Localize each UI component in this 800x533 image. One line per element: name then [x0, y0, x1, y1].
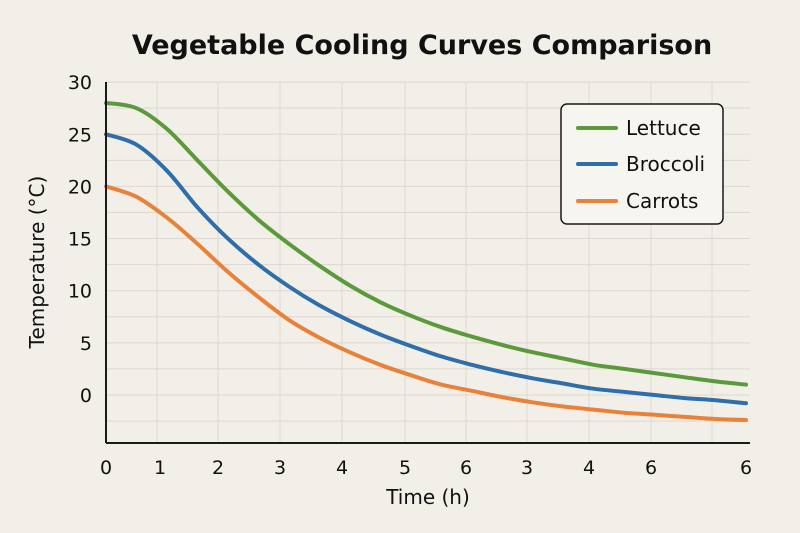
series-line-lettuce	[104, 101, 748, 387]
legend-box	[560, 103, 724, 225]
series-line-carrots	[104, 184, 748, 422]
y-tick-label: 30	[68, 72, 92, 94]
x-tick-label: 6	[645, 457, 657, 479]
y-tick-label: 25	[68, 124, 92, 146]
x-tick-label: 4	[583, 457, 595, 479]
x-tick-label: 3	[274, 457, 286, 479]
x-tick-label: 2	[212, 457, 224, 479]
legend-label-carrots: Carrots	[626, 189, 698, 213]
y-tick-label: 15	[68, 229, 92, 251]
x-axis-label: Time (h)	[385, 485, 470, 509]
x-tick-label: 5	[399, 457, 411, 479]
series-line-broccoli	[104, 132, 748, 406]
x-tick-label: 4	[336, 457, 348, 479]
y-tick-labels: 0 5 10 15 20 25 30	[68, 72, 92, 407]
x-tick-label: 3	[521, 457, 533, 479]
x-tick-label: 6	[740, 457, 752, 479]
x-tick-label: 6	[460, 457, 472, 479]
y-tick-label: 20	[68, 176, 92, 198]
x-tick-label: 1	[154, 457, 166, 479]
y-tick-label: 10	[68, 281, 92, 303]
x-tick-label: 0	[100, 457, 112, 479]
y-axis-label: Temperature (°C)	[25, 176, 49, 350]
y-tick-label: 5	[80, 333, 92, 355]
series-lines	[104, 101, 748, 422]
x-tick-labels: 0 1 2 3 4 5 6 3 4 6 6	[100, 457, 752, 479]
legend-label-lettuce: Lettuce	[626, 116, 701, 140]
legend: Lettuce Broccoli Carrots	[560, 103, 724, 225]
y-tick-label: 0	[80, 385, 92, 407]
axes	[105, 82, 750, 444]
legend-label-broccoli: Broccoli	[626, 152, 705, 176]
chart-title: Vegetable Cooling Curves Comparison	[132, 30, 712, 61]
